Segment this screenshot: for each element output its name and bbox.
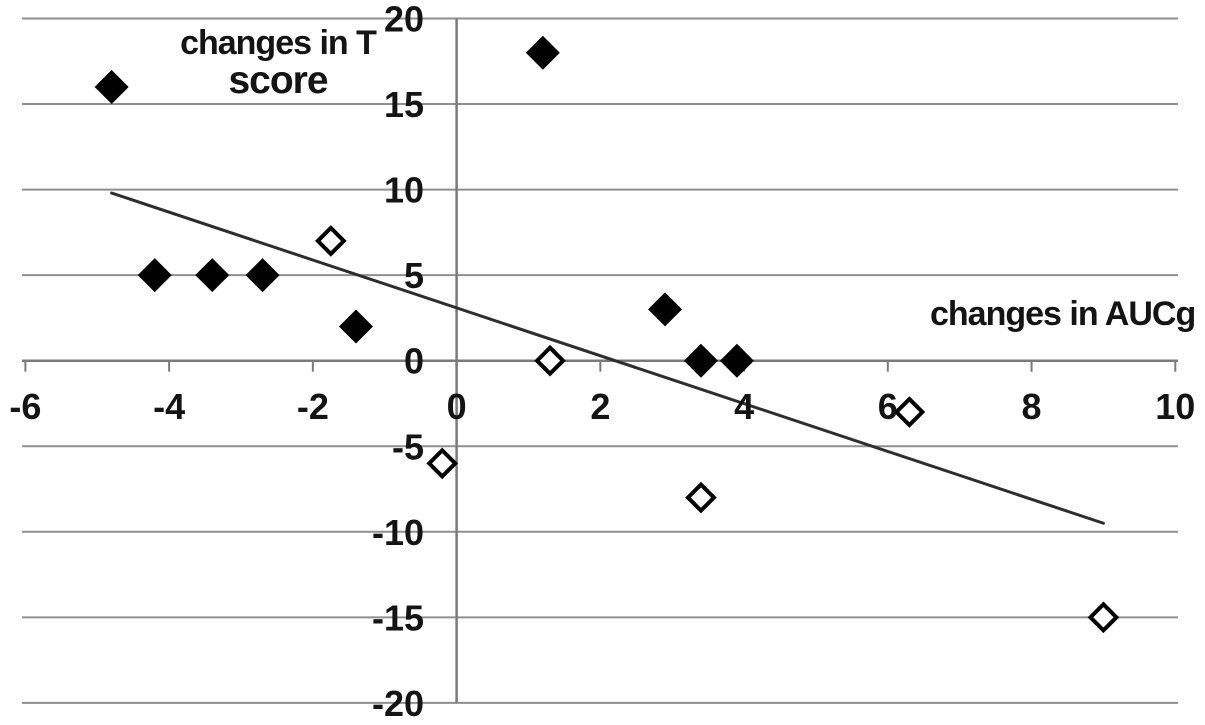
data-point-filled-0 xyxy=(94,69,129,104)
y-tick-label--20: -20 xyxy=(372,683,424,724)
y-tick-label-20: 20 xyxy=(384,0,424,40)
x-tick-label--6: -6 xyxy=(9,386,41,427)
y-axis-title-line1: changes in T xyxy=(180,24,377,62)
x-tick-label--2: -2 xyxy=(297,386,329,427)
x-tick-label-0: 0 xyxy=(447,386,467,427)
data-point-open-1 xyxy=(534,344,566,377)
data-point-open-4 xyxy=(893,396,926,428)
data-point-open-5 xyxy=(1087,601,1120,634)
y-tick-label--5: -5 xyxy=(392,426,424,467)
y-tick-label-10: 10 xyxy=(384,170,424,211)
x-tick-label-2: 2 xyxy=(590,386,610,427)
data-point-filled-1 xyxy=(525,35,560,70)
y-tick-label-5: 5 xyxy=(404,255,424,296)
data-point-filled-2 xyxy=(137,258,172,293)
x-tick-label-4: 4 xyxy=(734,386,754,427)
data-point-filled-4 xyxy=(245,258,280,293)
x-tick-label-10: 10 xyxy=(1155,386,1195,427)
x-tick-label-6: 6 xyxy=(878,386,898,427)
data-point-filled-3 xyxy=(195,258,230,293)
data-point-filled-5 xyxy=(338,309,373,344)
y-axis-title: changes in T score xyxy=(168,24,388,100)
y-tick-label--15: -15 xyxy=(372,597,424,638)
data-point-filled-7 xyxy=(683,343,718,378)
data-point-open-0 xyxy=(314,225,347,257)
y-tick-label--10: -10 xyxy=(372,512,424,553)
x-tick-label--4: -4 xyxy=(153,386,185,427)
y-tick-label-15: 15 xyxy=(384,84,424,125)
data-point-open-3 xyxy=(685,481,717,514)
data-point-open-2 xyxy=(426,447,459,480)
y-axis-title-line2: score xyxy=(228,59,328,102)
x-axis-title: changes in AUCg xyxy=(930,295,1196,333)
data-point-filled-8 xyxy=(719,343,754,378)
data-point-filled-6 xyxy=(648,292,683,327)
y-tick-label-0: 0 xyxy=(404,341,424,382)
x-tick-label-8: 8 xyxy=(1022,386,1042,427)
trendline xyxy=(110,191,1105,525)
